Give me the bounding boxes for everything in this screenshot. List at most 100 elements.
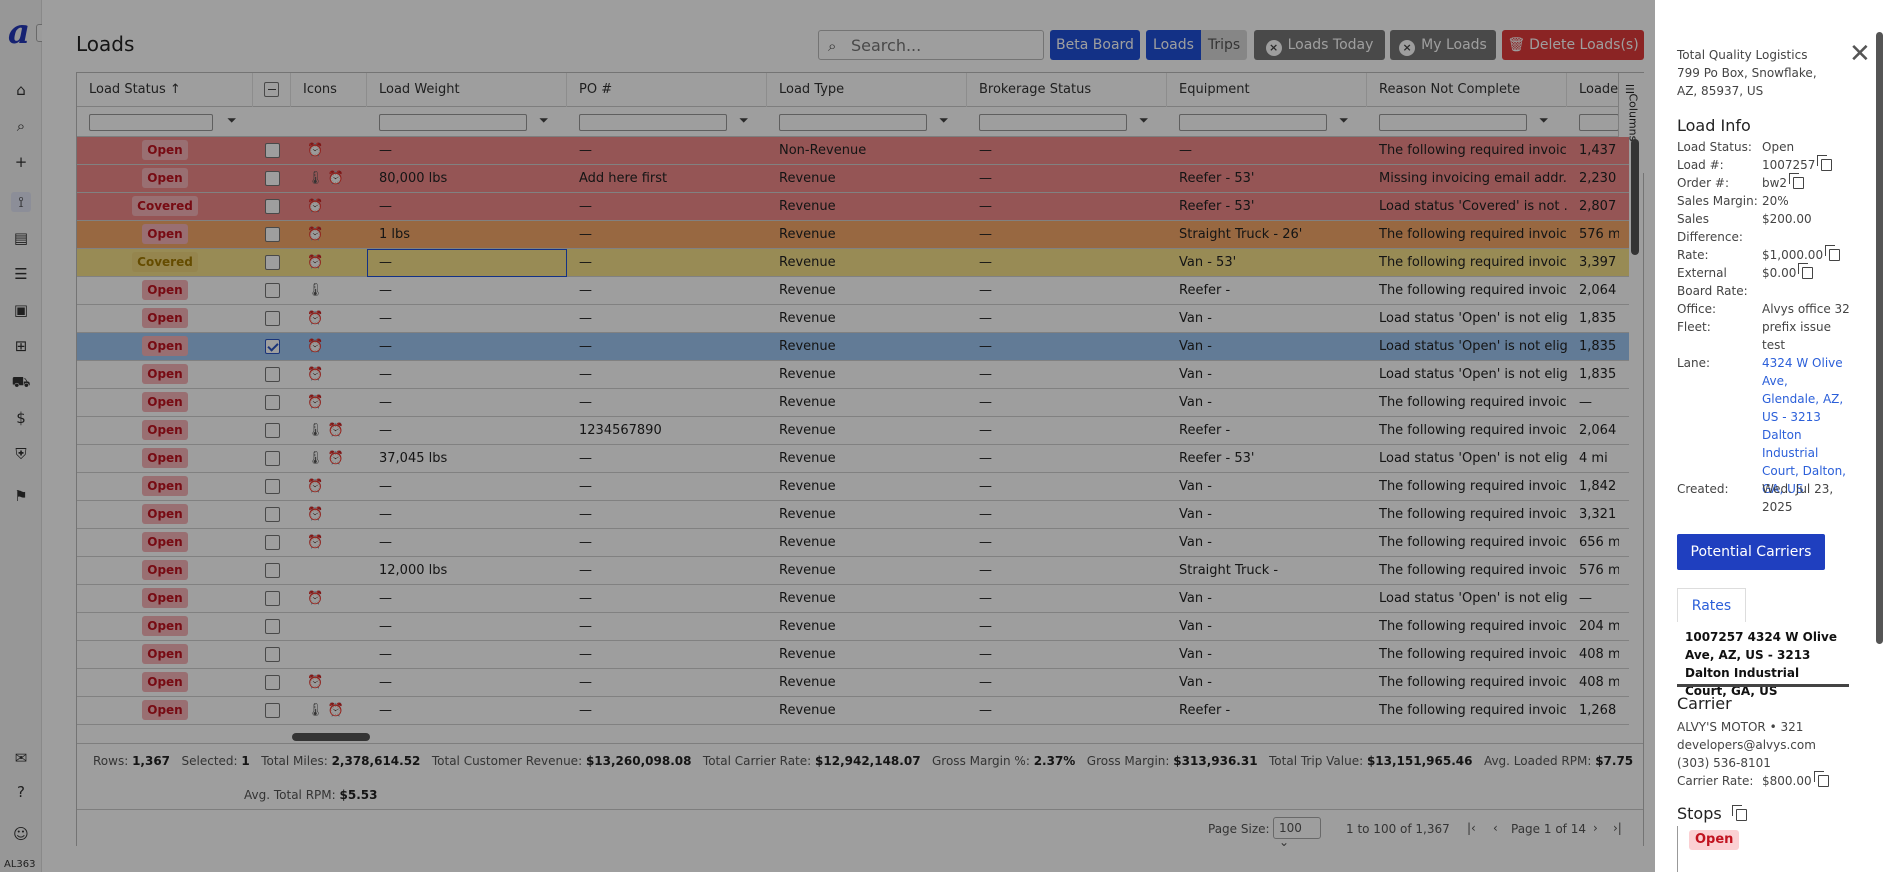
equipment-cell[interactable]: Straight Truck - bbox=[1179, 563, 1279, 578]
table-row[interactable]: Open 🌡 ⏰ 80,000 lbs Add here first Revenue — R… bbox=[77, 165, 1629, 193]
col-header-brokerage-status[interactable]: Brokerage Status bbox=[967, 73, 1167, 107]
load-weight-cell[interactable]: — bbox=[379, 479, 392, 494]
brokerage-status-cell[interactable]: — bbox=[979, 311, 992, 326]
row-checkbox[interactable] bbox=[264, 283, 280, 298]
row-checkbox[interactable] bbox=[264, 171, 280, 186]
filter-input-po[interactable] bbox=[579, 114, 727, 131]
loaded-cell[interactable]: 1,835 bbox=[1579, 339, 1617, 354]
col-header-load-type[interactable]: Load Type bbox=[767, 73, 967, 107]
row-checkbox[interactable] bbox=[264, 619, 280, 634]
col-header-icons[interactable]: Icons bbox=[291, 73, 367, 107]
copy-icon[interactable] bbox=[1731, 805, 1747, 821]
po-cell[interactable]: — bbox=[579, 227, 592, 242]
load-weight-cell[interactable]: — bbox=[379, 311, 392, 326]
filter-input-reason[interactable] bbox=[1379, 114, 1527, 131]
chat-icon[interactable]: ✉ bbox=[14, 749, 28, 767]
loaded-cell[interactable]: 656 m bbox=[1579, 535, 1619, 550]
load-weight-cell[interactable]: — bbox=[379, 619, 392, 634]
lane-link[interactable]: 4324 W Olive Ave, Glendale, AZ, US - 321… bbox=[1762, 356, 1846, 496]
equipment-cell[interactable]: Straight Truck - 26' bbox=[1179, 227, 1303, 242]
table-row[interactable]: Open ⏰ — — Revenue — Van - The following requir… bbox=[77, 501, 1629, 529]
equipment-cell[interactable]: Van - bbox=[1179, 507, 1212, 522]
reason-cell[interactable]: Load status 'Open' is not elig... bbox=[1379, 591, 1567, 606]
loaded-cell[interactable]: 1,835 bbox=[1579, 311, 1617, 326]
reason-cell[interactable]: The following required invoic... bbox=[1379, 675, 1567, 690]
filter-icon[interactable]: ⏷ bbox=[1339, 113, 1349, 127]
filter-icon[interactable]: ⏷ bbox=[1139, 113, 1149, 127]
reason-cell[interactable]: The following required invoic... bbox=[1379, 395, 1567, 410]
load-type-cell[interactable]: Revenue bbox=[779, 339, 836, 354]
table-row[interactable]: Open ⏰ — — Non-Revenue — — The following requir… bbox=[77, 137, 1629, 165]
loaded-cell[interactable]: 1,437 bbox=[1579, 143, 1617, 158]
po-cell[interactable]: — bbox=[579, 591, 592, 606]
equipment-cell[interactable]: Reefer - bbox=[1179, 283, 1231, 298]
load-type-cell[interactable]: Revenue bbox=[779, 563, 836, 578]
row-checkbox[interactable] bbox=[264, 563, 280, 578]
row-checkbox[interactable] bbox=[264, 675, 280, 690]
brokerage-status-cell[interactable]: — bbox=[979, 703, 992, 718]
col-header-load-status[interactable]: Load Status ↑ bbox=[77, 73, 253, 107]
load-type-cell[interactable]: Revenue bbox=[779, 479, 836, 494]
loaded-cell[interactable]: 1,268 bbox=[1579, 703, 1617, 718]
equipment-cell[interactable]: — bbox=[1179, 143, 1192, 158]
trips-toggle-button[interactable]: Trips bbox=[1201, 30, 1247, 60]
reason-cell[interactable]: Load status 'Covered' is not ... bbox=[1379, 199, 1567, 214]
po-cell[interactable]: Add here first bbox=[579, 171, 668, 186]
list-icon[interactable]: ☰ bbox=[14, 265, 28, 283]
reason-cell[interactable]: Load status 'Open' is not elig... bbox=[1379, 451, 1567, 466]
equipment-cell[interactable]: Van - bbox=[1179, 591, 1212, 606]
brokerage-status-cell[interactable]: — bbox=[979, 619, 992, 634]
table-row[interactable]: Open 🌡 ⏰ 37,045 lbs — Revenue — Reefer - 53' Lo… bbox=[77, 445, 1629, 473]
table-row[interactable]: Open ⏰ — — Revenue — Van - Load status 'Open' i… bbox=[77, 361, 1629, 389]
reason-cell[interactable]: The following required invoic... bbox=[1379, 143, 1567, 158]
home-icon[interactable]: ⌂ bbox=[16, 81, 26, 99]
loaded-cell[interactable]: 4 mi bbox=[1579, 451, 1608, 466]
row-checkbox[interactable] bbox=[264, 647, 280, 662]
load-weight-cell[interactable]: — bbox=[379, 143, 392, 158]
load-weight-cell[interactable]: — bbox=[379, 423, 392, 438]
copy-icon[interactable] bbox=[1798, 263, 1814, 279]
po-cell[interactable]: — bbox=[579, 675, 592, 690]
filter-icon[interactable]: ⏷ bbox=[1539, 113, 1549, 127]
equipment-cell[interactable]: Van - bbox=[1179, 619, 1212, 634]
load-type-cell[interactable]: Revenue bbox=[779, 591, 836, 606]
table-row[interactable]: Open 12,000 lbs — Revenue — Straight Truck - T… bbox=[77, 557, 1629, 585]
row-checkbox[interactable] bbox=[264, 591, 280, 606]
col-header-select[interactable] bbox=[253, 73, 291, 107]
brokerage-status-cell[interactable]: — bbox=[979, 423, 992, 438]
filter-icon[interactable]: ⏷ bbox=[939, 113, 949, 127]
horizontal-scrollbar[interactable] bbox=[292, 733, 370, 741]
load-type-cell[interactable]: Non-Revenue bbox=[779, 143, 867, 158]
load-type-cell[interactable]: Revenue bbox=[779, 423, 836, 438]
brokerage-status-cell[interactable]: — bbox=[979, 227, 992, 242]
load-weight-cell[interactable]: — bbox=[379, 535, 392, 550]
load-weight-cell[interactable]: 12,000 lbs bbox=[379, 563, 448, 578]
document-icon[interactable]: ▤ bbox=[13, 229, 29, 247]
brokerage-status-cell[interactable]: — bbox=[979, 675, 992, 690]
brokerage-status-cell[interactable]: — bbox=[979, 395, 992, 410]
rates-tab[interactable]: Rates bbox=[1677, 588, 1746, 622]
table-row[interactable]: Open ⏰ — — Revenue — Van - The following requir… bbox=[77, 473, 1629, 501]
table-row[interactable]: Covered ⏰ — — Revenue — Reefer - 53' Load statu… bbox=[77, 193, 1629, 221]
load-weight-cell[interactable]: — bbox=[379, 367, 392, 382]
table-row[interactable]: Open — — Revenue — Van - The following require… bbox=[77, 641, 1629, 669]
col-header-reason[interactable]: Reason Not Complete bbox=[1367, 73, 1567, 107]
load-type-cell[interactable]: Revenue bbox=[779, 227, 836, 242]
invoice-icon[interactable]: $ bbox=[16, 409, 26, 427]
user-icon[interactable]: ☺ bbox=[13, 825, 29, 843]
po-cell[interactable]: — bbox=[579, 255, 592, 270]
page-size-select[interactable]: 100 ⌄ bbox=[1273, 817, 1321, 849]
load-type-cell[interactable]: Revenue bbox=[779, 451, 836, 466]
loaded-cell[interactable]: 2,064 bbox=[1579, 283, 1617, 298]
load-type-cell[interactable]: Revenue bbox=[779, 311, 836, 326]
loaded-cell[interactable]: 408 m bbox=[1579, 647, 1619, 662]
load-weight-cell[interactable]: — bbox=[379, 703, 392, 718]
search-input[interactable] bbox=[851, 34, 1036, 56]
equipment-cell[interactable]: Reefer - 53' bbox=[1179, 199, 1255, 214]
loaded-cell[interactable]: 204 m bbox=[1579, 619, 1619, 634]
equipment-cell[interactable]: Van - bbox=[1179, 339, 1212, 354]
brokerage-status-cell[interactable]: — bbox=[979, 563, 992, 578]
brokerage-status-cell[interactable]: — bbox=[979, 339, 992, 354]
copy-icon[interactable] bbox=[1789, 173, 1805, 189]
reason-cell[interactable]: Missing invoicing email addr... bbox=[1379, 171, 1567, 186]
